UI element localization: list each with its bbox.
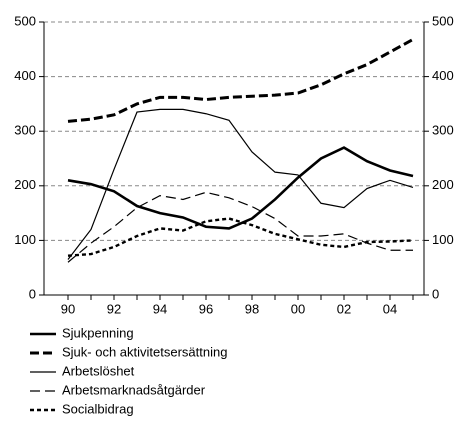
- y2-tick-label: 300: [432, 123, 454, 138]
- x-tick-label: 02: [337, 301, 351, 316]
- x-tick-label: 92: [107, 301, 121, 316]
- y2-tick-label: 200: [432, 177, 454, 192]
- series-line: [67, 108, 414, 260]
- series-line: [67, 146, 414, 230]
- y2-tick-label: 0: [432, 286, 439, 301]
- series-line: [67, 38, 414, 123]
- y-tick-label: 400: [14, 68, 36, 83]
- legend-label: Arbetslöshet: [62, 363, 135, 378]
- legend-label: Socialbidrag: [62, 401, 134, 416]
- y-tick-label: 500: [14, 13, 36, 28]
- y-tick-label: 200: [14, 177, 36, 192]
- series-line: [67, 191, 413, 263]
- y2-tick-label: 500: [432, 13, 454, 28]
- legend-label: Arbetsmarknadsåtgärder: [62, 382, 206, 397]
- y-tick-label: 0: [29, 286, 36, 301]
- y2-tick-label: 100: [432, 232, 454, 247]
- x-tick-label: 96: [199, 301, 213, 316]
- legend-label: Sjuk- och aktivitetsersättning: [62, 344, 227, 359]
- y-tick-label: 100: [14, 232, 36, 247]
- y-tick-label: 300: [14, 123, 36, 138]
- x-tick-label: 98: [245, 301, 259, 316]
- x-tick-label: 94: [153, 301, 167, 316]
- series-line: [67, 217, 414, 257]
- x-tick-label: 90: [61, 301, 75, 316]
- y2-tick-label: 400: [432, 68, 454, 83]
- legend-label: Sjukpenning: [62, 325, 134, 340]
- x-tick-label: 00: [291, 301, 305, 316]
- x-tick-label: 04: [383, 301, 397, 316]
